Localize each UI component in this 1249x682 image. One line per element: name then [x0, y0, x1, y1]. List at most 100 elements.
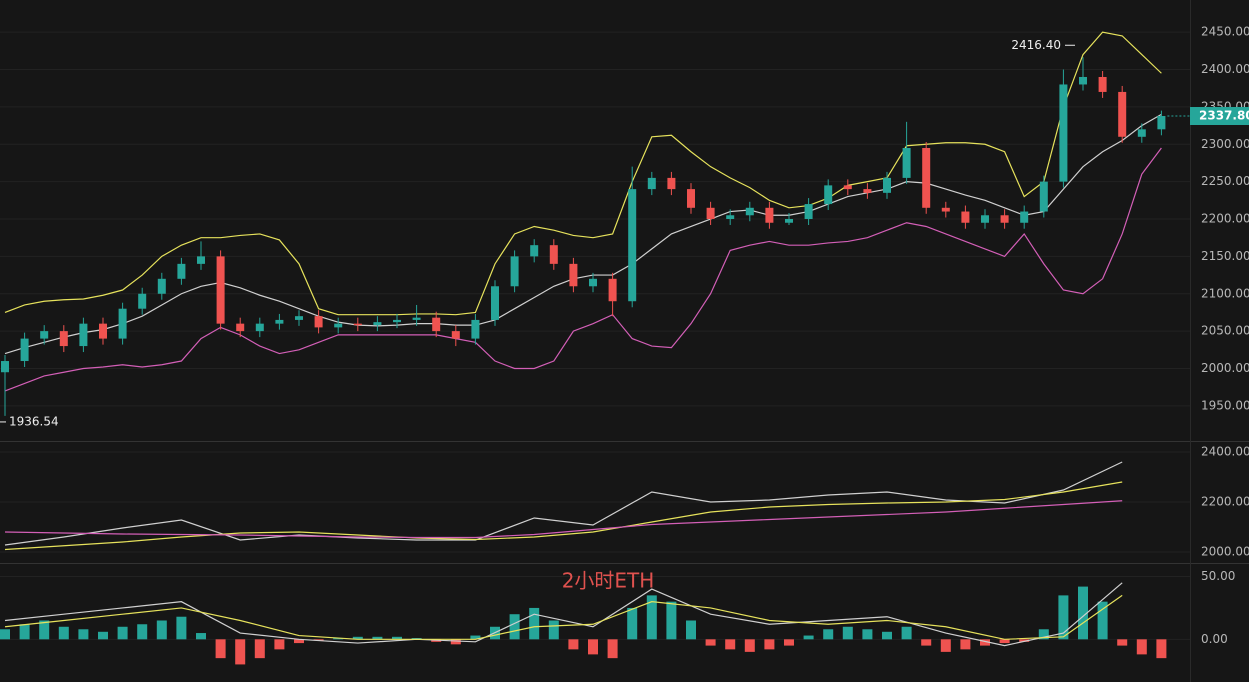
candle-body [981, 215, 989, 223]
candle-body [667, 177, 676, 190]
indicator-line [4, 31, 1162, 316]
y-tick-label: 0.00 [1201, 632, 1228, 646]
macd-bar [548, 620, 559, 640]
candle-body [157, 278, 166, 294]
candle-body [765, 207, 774, 223]
candle-body [216, 256, 225, 324]
y-tick-label: 2200.00 [1201, 495, 1249, 509]
candle-body [451, 331, 460, 339]
candle-body [706, 207, 715, 220]
macd-bar [1019, 639, 1030, 642]
candle-body [314, 316, 323, 328]
candle-body [275, 319, 284, 324]
macd-bar [784, 639, 794, 646]
macd-bar [823, 629, 834, 640]
macd-bar [1097, 601, 1108, 640]
macd-bar [882, 631, 892, 640]
candle-body [1079, 76, 1087, 85]
candle-body [1000, 215, 1009, 223]
last-price-label: 2337.80 [1199, 109, 1249, 123]
candle-body [608, 278, 617, 302]
candle-body [902, 147, 911, 178]
y-tick-label: 2200.00 [1201, 212, 1249, 226]
macd-bar [744, 639, 755, 652]
macd-bar [607, 639, 618, 659]
candle-body [824, 185, 833, 205]
macd-bar [352, 636, 363, 640]
macd-bar [862, 629, 873, 640]
macd-bar [215, 639, 226, 659]
candle-body [1118, 91, 1127, 137]
macd-bar [117, 626, 128, 640]
candle-body [785, 219, 793, 223]
candle-body [118, 308, 127, 339]
macd-bar [372, 636, 383, 640]
candle-body [647, 177, 656, 190]
macd-bar [450, 639, 461, 645]
candle-body [1157, 116, 1166, 130]
y-tick-label: 2400.00 [1201, 445, 1249, 459]
candle-body [1098, 76, 1107, 92]
y-tick-label: 2250.00 [1201, 174, 1249, 188]
candle-body [1039, 181, 1048, 212]
indicator-line [4, 582, 1123, 647]
candle-body [589, 278, 597, 287]
candle-body [412, 317, 421, 320]
candle-body [334, 323, 343, 328]
candle-body [687, 189, 695, 208]
macd-bar [725, 639, 736, 650]
candle-body [863, 189, 872, 193]
candle-body [236, 323, 245, 332]
macd-bar [137, 624, 148, 640]
macd-bar [0, 629, 10, 640]
macd-bar [274, 639, 285, 650]
macd-bar [1038, 629, 1049, 640]
watermark: 2小时ETH [562, 569, 655, 593]
macd-bar [646, 595, 657, 640]
macd-bar [940, 639, 951, 652]
candle-body [177, 263, 186, 279]
candle-body [79, 323, 88, 347]
macd-bar [901, 626, 912, 640]
macd-bar [235, 639, 246, 665]
candle-body [138, 293, 147, 309]
macd-bar [1156, 639, 1167, 659]
candle-body [432, 317, 441, 332]
macd-bar [999, 639, 1010, 644]
macd-bar [509, 614, 520, 640]
indicator-line [4, 113, 1162, 355]
macd-bar [960, 639, 971, 650]
y-tick-label: 2050.00 [1201, 324, 1249, 338]
macd-bar [588, 639, 598, 655]
indicator-line [4, 500, 1123, 539]
candle-body [843, 185, 852, 190]
y-tick-label: 2150.00 [1201, 249, 1249, 263]
candle-body [1137, 129, 1146, 137]
macd-bar [980, 639, 990, 646]
macd-bar [705, 639, 716, 646]
candle-body [295, 316, 303, 320]
y-tick-label: 2300.00 [1201, 137, 1249, 151]
indicator-line [4, 481, 1123, 551]
macd-bar [568, 639, 579, 650]
candle-body [40, 331, 49, 339]
candle-body [941, 207, 950, 212]
candle-body [883, 177, 891, 193]
y-tick-label: 50.00 [1201, 569, 1235, 583]
y-tick-label: 2000.00 [1201, 361, 1249, 375]
y-tick-label: 2450.00 [1201, 25, 1249, 39]
macd-bar [1117, 639, 1128, 646]
high-annotation: 2416.40 [1011, 38, 1061, 52]
candle-body [961, 211, 970, 223]
macd-bar [666, 601, 677, 640]
indicator-line [4, 147, 1162, 392]
macd-bar [254, 639, 265, 659]
macd-bar [58, 626, 69, 640]
macd-bar [921, 639, 932, 646]
macd-bar [156, 620, 167, 640]
macd-bar [470, 635, 481, 640]
candle-body [628, 189, 637, 302]
y-tick-label: 1950.00 [1201, 398, 1249, 412]
macd-bar [803, 635, 814, 640]
